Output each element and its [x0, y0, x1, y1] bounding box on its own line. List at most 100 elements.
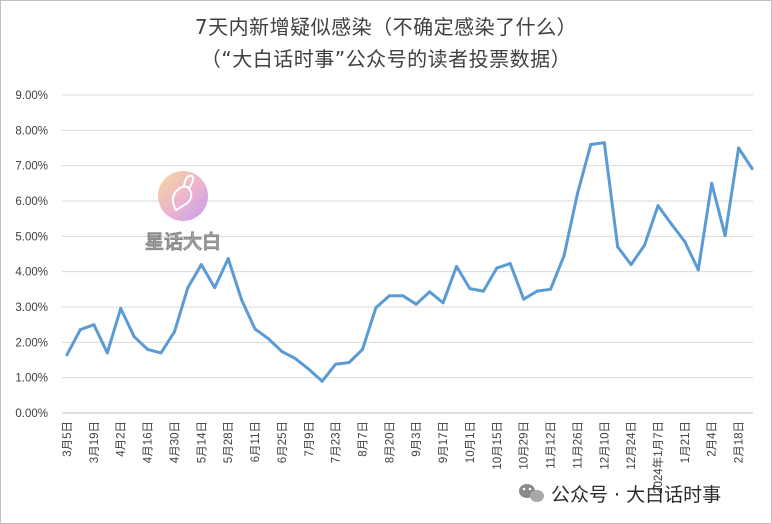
- data-point: [159, 351, 163, 355]
- x-tick-label: 9月3日: [411, 421, 423, 457]
- x-tick-label: 4月30日: [169, 421, 181, 463]
- rabbit-logo-icon: [158, 171, 208, 221]
- data-point: [293, 357, 297, 361]
- data-point: [240, 298, 244, 302]
- data-point: [710, 181, 714, 185]
- x-tick-label: 4月2日: [116, 421, 128, 457]
- data-point: [267, 337, 270, 341]
- x-tick-label: 1月21日: [680, 421, 692, 463]
- watermark-logo: 星话大白: [145, 171, 221, 253]
- y-tick-label: 7.00%: [15, 161, 48, 173]
- x-tick-label: 3月5日: [62, 421, 74, 457]
- data-point: [65, 353, 69, 357]
- data-point: [455, 264, 458, 268]
- credit-badge: 公众号 · 大白话时事: [519, 484, 721, 506]
- y-tick-label: 3.00%: [15, 302, 48, 314]
- y-tick-label: 8.00%: [15, 125, 48, 137]
- x-tick-label: 4月16日: [143, 421, 155, 463]
- data-point: [78, 328, 82, 332]
- x-tick-label: 6月11日: [250, 421, 262, 462]
- data-point: [737, 146, 741, 150]
- x-tick-label: 11月26日: [572, 421, 584, 469]
- x-tick-label: 7月9日: [304, 421, 316, 457]
- y-tick-label: 1.00%: [15, 373, 48, 385]
- data-point: [656, 204, 660, 208]
- data-point: [669, 222, 673, 226]
- data-point: [575, 192, 579, 196]
- data-point: [280, 350, 284, 353]
- data-point: [629, 263, 633, 267]
- data-point: [414, 302, 418, 306]
- x-tick-label: 5月28日: [223, 421, 235, 463]
- x-tick-label: 12月24日: [626, 421, 638, 470]
- data-point: [549, 287, 552, 291]
- data-point: [441, 301, 445, 305]
- series-line: [65, 141, 754, 383]
- data-point: [683, 240, 687, 244]
- data-point: [468, 287, 472, 291]
- data-point: [602, 141, 606, 145]
- x-tick-label: 8月7日: [357, 421, 369, 457]
- chart-subtitle: （“大白话时事”公众号的读者投票数据）: [200, 47, 572, 71]
- data-point: [92, 323, 96, 327]
- data-point: [320, 379, 324, 383]
- y-tick-label: 9.00%: [15, 90, 48, 102]
- data-point: [723, 234, 727, 238]
- data-point: [750, 167, 754, 170]
- data-point: [361, 347, 364, 351]
- data-point: [146, 347, 150, 351]
- data-point: [616, 245, 620, 249]
- data-point: [186, 286, 190, 290]
- x-tick-label: 10月29日: [519, 421, 531, 470]
- x-tick-label: 2月18日: [734, 421, 746, 463]
- x-tick-label: 6月25日: [277, 421, 289, 463]
- data-point: [374, 306, 378, 310]
- x-tick-label: 7月23日: [331, 421, 343, 463]
- data-point: [199, 263, 203, 267]
- x-tick-label: 2月4日: [707, 421, 719, 457]
- data-point: [401, 294, 405, 298]
- x-axis-ticks: 3月5日 3月19日 4月2日 4月16日 4月30日 5月14日 5月28日 6月11日 6月…: [62, 421, 746, 494]
- data-point: [643, 243, 646, 247]
- data-point: [173, 330, 176, 334]
- x-tick-label: 2024年1月7日: [651, 421, 665, 494]
- data-point: [562, 254, 566, 258]
- x-tick-label: 9月17日: [438, 421, 450, 463]
- x-tick-label: 8月20日: [384, 421, 396, 463]
- y-tick-label: 0.00%: [15, 408, 48, 420]
- wechat-icon: [519, 484, 544, 502]
- data-point: [105, 351, 109, 355]
- data-point: [481, 289, 485, 293]
- data-point: [132, 335, 136, 339]
- data-point: [428, 290, 432, 294]
- data-point: [334, 362, 338, 366]
- y-tick-label: 2.00%: [15, 337, 48, 349]
- data-point: [347, 361, 351, 364]
- data-point: [495, 266, 499, 270]
- x-tick-label: 10月15日: [492, 421, 504, 470]
- y-axis-ticks: 0.00% 1.00% 2.00% 3.00% 4.00% 5.00% 6.00% 7.00%…: [15, 90, 48, 420]
- x-tick-label: 10月1日: [465, 421, 477, 463]
- x-tick-label: 3月19日: [89, 421, 101, 463]
- data-point: [589, 143, 593, 146]
- data-point: [307, 367, 311, 371]
- data-point: [522, 297, 526, 301]
- gridlines: [62, 94, 753, 414]
- x-tick-label: 11月12日: [546, 421, 558, 469]
- chart-title: 7天内新增疑似感染（不确定感染了什么）: [194, 15, 578, 39]
- data-point: [508, 262, 512, 265]
- y-tick-label: 5.00%: [15, 231, 48, 243]
- y-tick-label: 6.00%: [15, 196, 48, 208]
- credit-text: 公众号 · 大白话时事: [551, 484, 721, 506]
- data-point: [696, 268, 700, 272]
- series-group: [65, 141, 754, 383]
- data-point: [387, 294, 391, 298]
- data-point: [253, 327, 257, 331]
- rabbit-outline-icon: [171, 174, 194, 212]
- data-point: [119, 306, 123, 310]
- data-point: [226, 257, 230, 261]
- data-point: [213, 286, 217, 290]
- watermark-text: 星话大白: [145, 230, 221, 253]
